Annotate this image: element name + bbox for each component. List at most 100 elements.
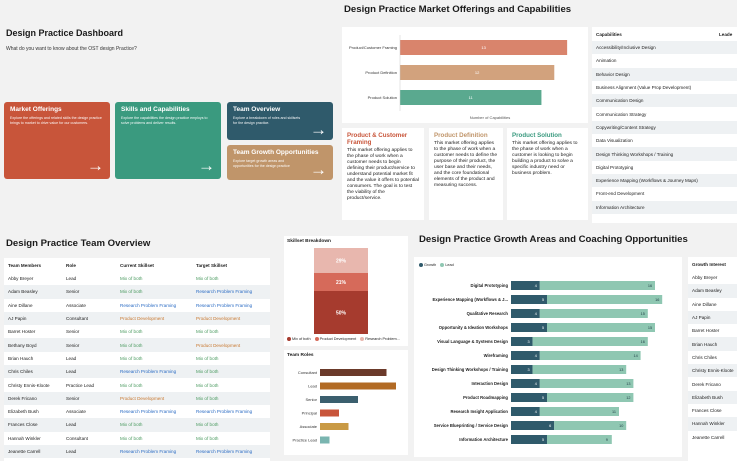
tile-title: Team Growth Opportunities [233,149,319,156]
col-target-skillset[interactable]: Target Skillset [196,262,228,268]
team-row[interactable]: Elizabeth Bush Associate Research Problem … [4,405,270,418]
legend-mix: Mix of both [292,337,311,341]
capabilities-header[interactable]: Capabilities [596,31,622,37]
growth-interest-row[interactable]: Hannah Winkler [688,417,737,431]
growth-lead-bar [511,323,547,332]
growth-interest-row[interactable]: Frances Close [688,404,737,417]
capability-cell: Communication Strategy [596,111,647,117]
growth-interest-row[interactable]: Derek Fricano [688,377,737,390]
capability-row[interactable]: Behavior Design [592,67,737,81]
team-row[interactable]: Chris Chiles Lead Research Problem Framing… [4,365,270,379]
capability-row[interactable]: Front-end Development [592,187,737,200]
growth-category-label: Digital Prototyping [471,283,509,288]
growth-interest-row[interactable]: Barret Hoster [688,324,737,337]
current-skillset: Mix of both [120,276,143,282]
growth-bar [532,337,648,346]
capability-row[interactable]: Communication Strategy [592,107,737,120]
market-bar-value: 13 [481,45,486,50]
growth-interest-row[interactable]: Elizabeth Bush [688,390,737,404]
team-row[interactable]: Aine Dillane Associate Research Problem Fr… [4,299,270,312]
team-row[interactable]: AJ Papin Consultant Product Development Pro… [4,311,270,326]
member-name: Abby Breyer [8,276,34,282]
growth-interest-name: Derek Fricano [692,381,721,387]
capability-row[interactable]: Digital Prototyping [592,161,737,174]
growth-interest-row[interactable]: Adam Beasley [688,284,737,298]
team-row[interactable]: Abby Breyer Lead Mix of both Mix of both [4,272,270,285]
target-skillset: Research Problem Framing [192,444,270,459]
capability-row[interactable]: Information Architecture [592,200,737,214]
growth-interest-header[interactable]: Growth Interest [692,261,726,267]
growth-lead-bar [511,309,540,318]
market-bar [400,90,542,105]
role-bar [320,409,339,417]
target-skillset: Product Development [192,311,270,326]
member-name: Frances Close [4,418,62,432]
capability-row[interactable]: Communication Design [592,94,737,108]
desc-product-customer-framing: Product & Customer Framing This market o… [342,128,424,220]
tile-desc: Explore the capabilities the design prac… [121,116,208,125]
role-bar [320,382,396,390]
member-role: Practice Lead [66,382,95,388]
growth-value: 12 [626,396,630,400]
capability-row[interactable]: Business Alignment (Value Prop Developme… [592,81,737,94]
team-row[interactable]: Brian Hauch Lead Mix of both Mix of both [4,352,270,365]
team-row[interactable]: Barret Hoster Senior Mix of both Mix of bot… [4,325,270,338]
market-category-label: Product Solution [368,95,397,100]
growth-interest-row[interactable]: Chris Chiles [688,351,737,364]
col-role[interactable]: Role [66,262,76,268]
growth-category-label: Wireframing [484,353,509,358]
growth-lead-bar [511,435,547,444]
capability-cell: Data Visualization [596,138,633,144]
growth-category-label: Interaction Design [471,381,508,386]
growth-interest-row[interactable]: Aine Dillane [688,298,737,311]
tile-team-growth[interactable]: Team Growth Opportunities Explore target… [227,145,333,180]
market-bar-value: 12 [475,70,480,75]
leader-cell [715,161,737,174]
growth-title: Design Practice Growth Areas and Coachin… [419,234,688,245]
capability-row[interactable]: Design Thinking Workshops / Training [592,147,737,161]
tile-skills-capabilities[interactable]: Skills and Capabilities Explore the capa… [115,102,221,179]
growth-lead-bar [511,351,540,360]
growth-interest-name: Christy Ennis-Kloote [688,364,737,378]
target-skillset: Product Development [192,338,270,352]
growth-interest-row[interactable]: Jeanette Carrell [688,431,737,444]
growth-bar [539,281,655,290]
growth-interest-row[interactable]: AJ Papin [688,310,737,325]
growth-interest-name: Brian Hauch [688,337,737,351]
desc-text: This market offering applies to the phas… [347,148,419,201]
target-skillset: Mix of both [196,276,219,282]
desc-product-solution: Product Solution This market offering ap… [507,128,588,220]
team-row[interactable]: Bethany Boyd Senior Mix of both Product Dev… [4,338,270,352]
capability-row[interactable]: Experience Mapping (Workflows & Journey … [592,173,737,188]
growth-interest-name: Barret Hoster [692,328,720,334]
growth-interest-row[interactable]: Brian Hauch [688,337,737,351]
capability-row[interactable]: Copywriting/Content Strategy [592,120,737,135]
col-team-members[interactable]: Team Members [8,262,42,268]
capability-cell: Front-end Development [596,191,645,197]
col-current-skillset[interactable]: Current Skillset [120,262,154,268]
skillset-segment-label: 21% [336,280,347,286]
team-row[interactable]: Hannah Winkler Consultant Mix of both Mix o… [4,432,270,445]
team-row[interactable]: Frances Close Lead Mix of both Mix of both [4,418,270,432]
market-offerings-chart: Product/Customer Framing 13 Product Defini… [342,27,588,123]
capability-row[interactable]: Accessibility/Inclusive Design [592,41,737,55]
desc-product-definition: Product Definition This market offering … [429,128,503,220]
team-row[interactable]: Christy Ennis-Kloote Practice Lead Mix of … [4,378,270,391]
leader-header[interactable]: Leade [719,31,733,37]
leader-cell [715,41,737,55]
arrow-right-icon: → [310,120,327,139]
growth-interest-row[interactable]: Christy Ennis-Kloote [688,364,737,378]
growth-lead-value: 5 [542,326,544,330]
tile-market-offerings[interactable]: Market Offerings Explore the offerings a… [4,102,110,179]
team-row[interactable]: Derek Fricano Senior Product Development Mi… [4,391,270,405]
team-row[interactable]: Adam Beasley Senior Mix of both Research Pr… [4,285,270,299]
capability-row[interactable]: Animation [592,54,737,67]
growth-bar [547,393,634,402]
capability-row[interactable]: Data Visualization [592,134,737,147]
growth-interest-row[interactable]: Abby Breyer [688,271,737,284]
team-row[interactable]: Jeanette Carrell Lead Research Problem Fra… [4,444,270,459]
current-skillset: Mix of both [120,355,143,361]
current-skillset: Research Problem Framing [120,302,177,308]
member-name: Adam Beasley [4,285,62,299]
tile-team-overview[interactable]: Team Overview Explore a breakdown of rol… [227,102,333,140]
